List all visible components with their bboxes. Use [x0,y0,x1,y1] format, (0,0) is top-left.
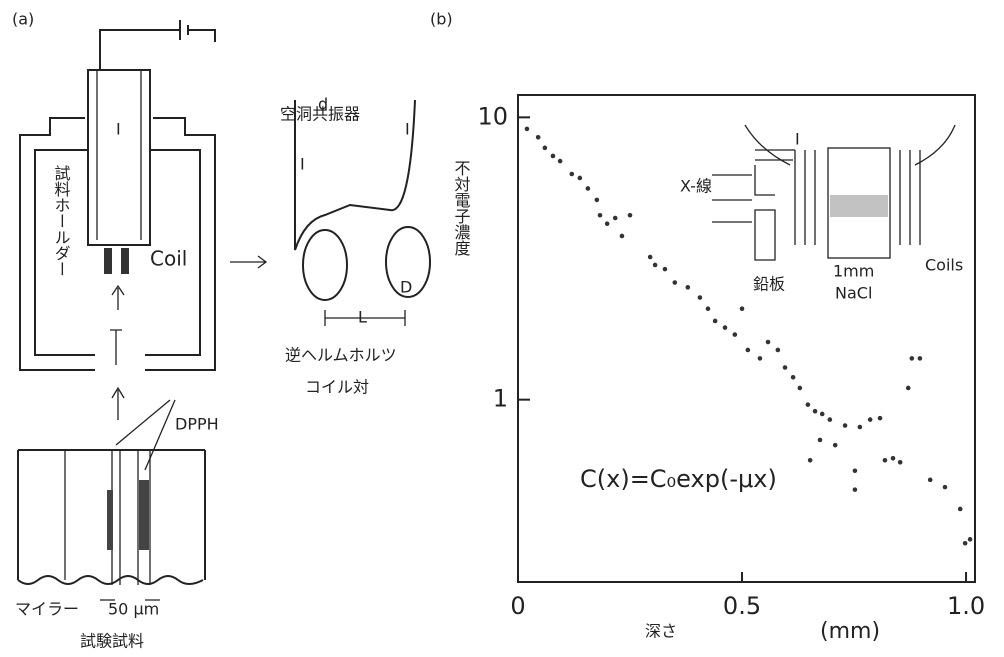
panel-a-drawing [17,20,431,601]
d-label: d [318,95,328,114]
x-axis-unit: (mm) [820,619,880,644]
x-tick-label: 1.0 [947,592,985,620]
data-point [550,153,556,159]
data-point [962,540,968,546]
plot-frame [517,94,976,583]
data-point [842,423,848,428]
equation: C(x)=C₀exp(-μx) [580,465,777,493]
inset-xray: X-線 [680,177,712,196]
x-tick-label: 0.5 [723,592,761,620]
inset-coils: Coils [925,256,963,275]
inset-thickness: 1mm [833,262,874,281]
data-point [732,332,738,337]
data-point [697,295,703,300]
inset-drawing [712,124,956,261]
data-point [782,365,788,370]
l-label: L [358,308,367,327]
data-point [685,285,691,290]
inset-current: I [795,130,800,149]
d-diameter: D [400,278,412,297]
data-point [909,356,915,361]
data-point [905,385,911,391]
dpph-label: DPPH [175,415,219,434]
data-point [652,262,658,268]
data-point [957,506,963,512]
data-point [524,126,530,132]
current-left: I [300,155,305,174]
data-point [594,197,600,203]
data-point [705,306,711,311]
data-point [967,537,973,542]
current-right: I [405,120,410,139]
data-point [797,385,803,391]
coil-pair-label: 逆ヘルムホルツ [285,346,397,365]
data-point [585,186,591,191]
sample-label: 試験試料 [80,632,144,651]
data-point [597,212,603,218]
current-label: I [116,120,121,139]
data-point [867,417,873,422]
data-point [812,408,818,414]
data-point [927,477,933,483]
data-point [917,356,923,361]
data-point [739,306,745,311]
coil-label: Coil [150,247,187,271]
data-point [745,347,751,353]
data-point [807,457,813,463]
data-point [765,339,771,345]
inset-lead: 鉛板 [753,275,785,294]
data-point [627,212,633,218]
y-tick-label: 10 [477,102,508,130]
holder-label: 試料ホールダー [52,165,71,277]
data-point [577,175,583,181]
data-point [790,375,796,380]
y-tick-label: 1 [493,385,508,413]
data-point [817,437,823,443]
x-tick-label: 0 [510,592,525,620]
data-point [897,459,903,465]
data-point [722,325,728,330]
panel-label: (a) [12,10,34,29]
data-point [612,215,618,221]
data-point [890,455,896,461]
data-point [542,145,548,151]
data-point [604,221,610,227]
y-axis-label: 不対電子濃度 [452,160,471,256]
data-point [647,254,653,260]
thickness-label: 50 μm [108,600,159,619]
mylar-label: マイラー [15,600,79,619]
data-point [662,266,668,272]
data-point [535,134,541,140]
data-point [557,158,563,164]
coil-pair-label: コイル対 [305,378,369,397]
inset-material: NaCl [835,284,872,303]
data-point [569,171,575,177]
data-point [819,411,825,417]
data-point [852,468,858,474]
data-point [832,442,838,448]
data-point [672,280,678,285]
data-point [852,487,858,492]
panel-label: (b) [430,10,453,29]
data-point [857,424,863,430]
data-point [757,356,763,361]
data-point [827,417,833,422]
data-point [775,347,781,353]
cavity-label: 空洞共振器 [280,105,360,124]
data-point [942,484,948,490]
data-point [712,318,718,324]
data-point [877,415,883,421]
data-point [619,233,625,239]
x-axis-label: 深さ [645,622,677,641]
data-point [882,457,888,463]
data-point [805,402,811,407]
